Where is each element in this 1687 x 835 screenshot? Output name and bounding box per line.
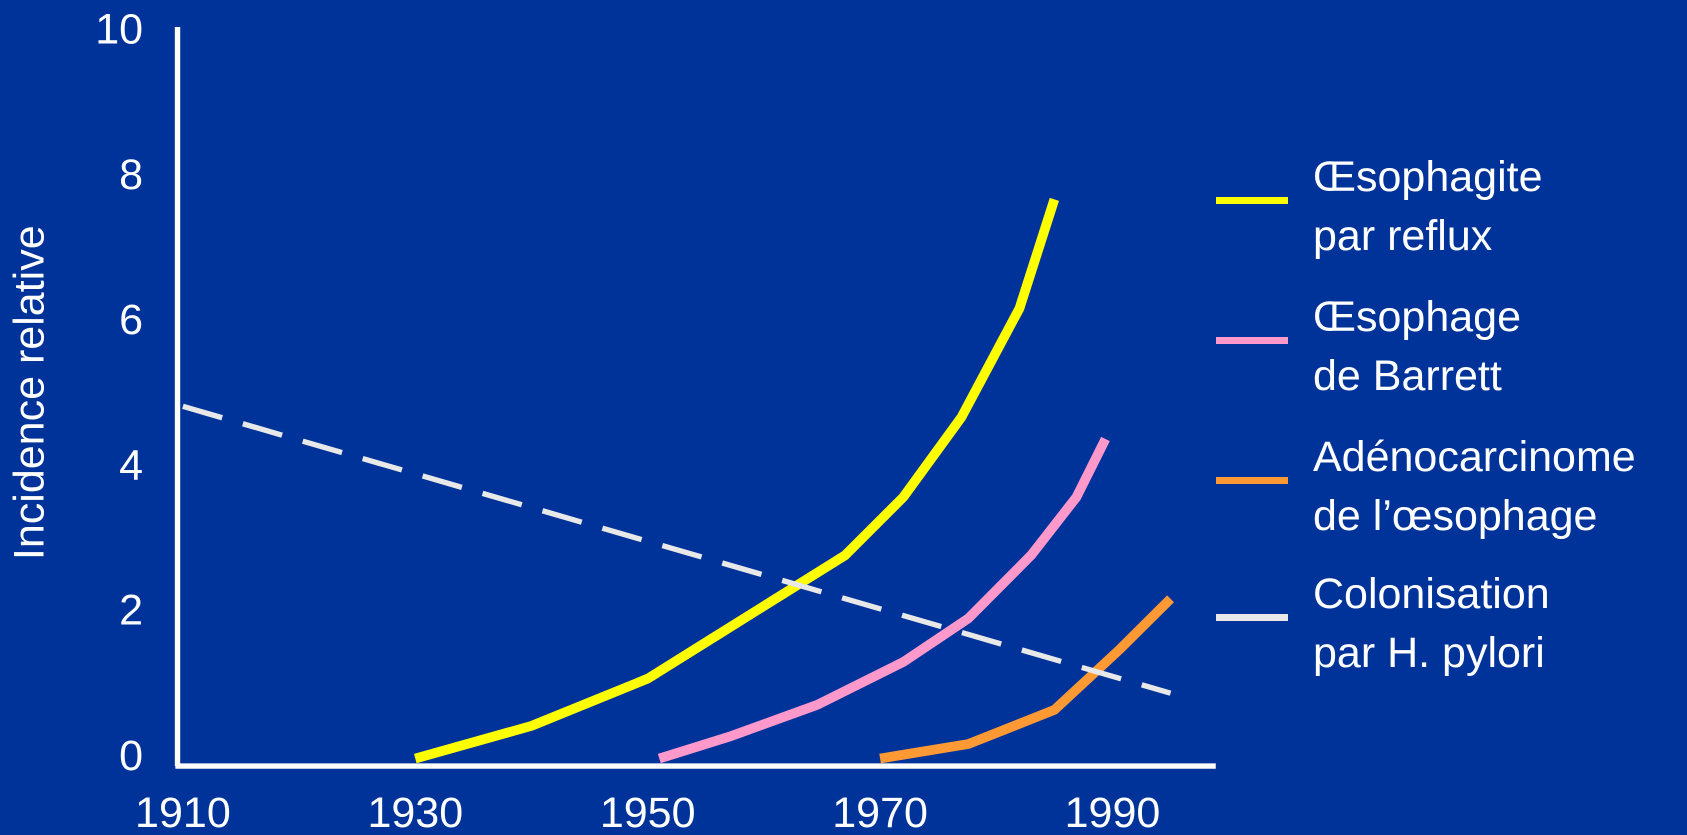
legend-label: Adénocarcinome de l’œsophage (1313, 433, 1636, 540)
legend-swatch (1216, 337, 1288, 344)
legend-label: Œsophage de Barrett (1313, 293, 1521, 400)
y-tick-label: 2 (119, 587, 143, 635)
x-tick-label: 1990 (1065, 789, 1161, 835)
series-line (879, 595, 1174, 764)
y-tick-label: 0 (119, 732, 143, 780)
legend-swatch (1216, 614, 1288, 621)
y-axis-label: Incidence relative (6, 225, 54, 560)
y-tick-label: 4 (119, 441, 143, 489)
x-tick-label: 1950 (600, 789, 696, 835)
series-line (413, 197, 1059, 764)
x-tick-label: 1970 (832, 789, 928, 835)
series-line (657, 436, 1110, 764)
y-tick-label: 6 (119, 296, 143, 344)
y-tick-label: 8 (119, 151, 143, 199)
legend-swatch (1216, 477, 1288, 484)
x-tick-label: 1910 (135, 789, 231, 835)
y-tick-label: 10 (95, 6, 143, 54)
legend-swatch (1216, 197, 1288, 204)
x-tick-label: 1930 (367, 789, 463, 835)
legend-label: Colonisation par H. pylori (1313, 570, 1550, 677)
legend-label: Œsophagite par reflux (1313, 153, 1543, 260)
series-line (182, 403, 1172, 696)
